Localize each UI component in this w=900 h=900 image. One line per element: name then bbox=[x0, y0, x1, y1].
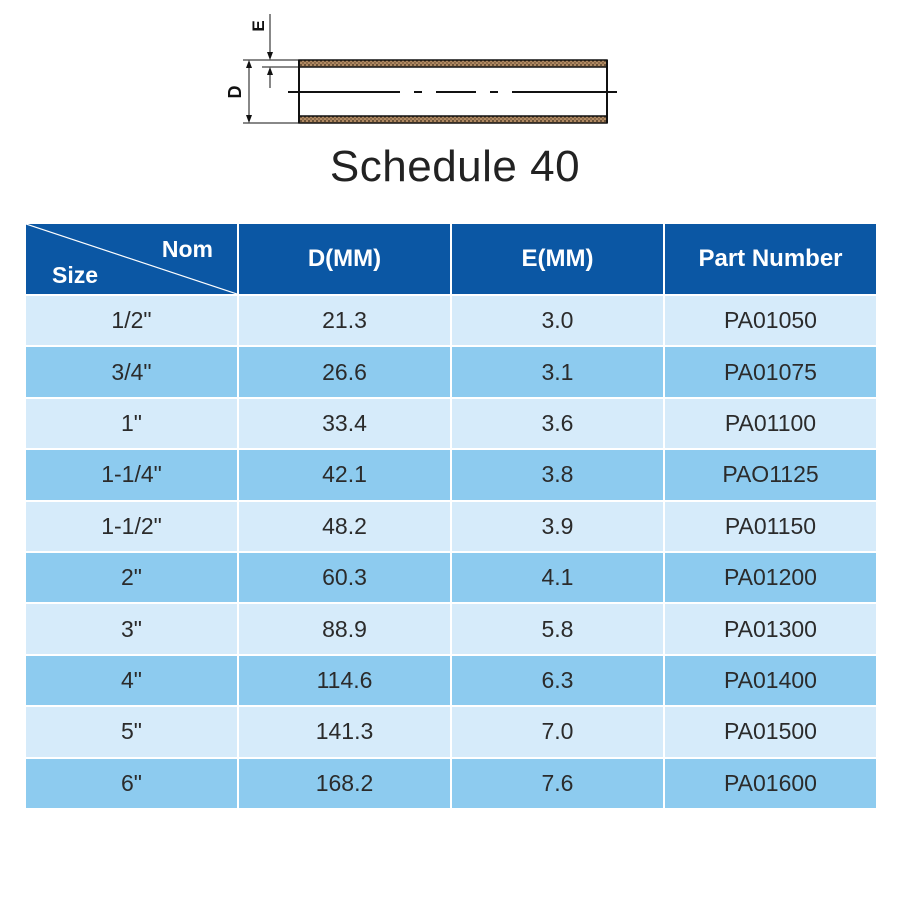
cell-size: 6" bbox=[24, 756, 239, 810]
cell-size: 5" bbox=[24, 705, 239, 759]
header-corner-cell: Nom Size bbox=[24, 222, 239, 296]
cell-part-number: PA01100 bbox=[663, 396, 878, 451]
table-row: 1-1/2" 48.2 3.9 PA01150 bbox=[24, 499, 878, 553]
cell-part-number: PA01500 bbox=[663, 705, 878, 759]
table-row: 6" 168.2 7.6 PA01600 bbox=[24, 756, 878, 810]
table-body: 1/2" 21.3 3.0 PA01050 3/4" 26.6 3.1 PA01… bbox=[24, 293, 878, 810]
table-row: 2" 60.3 4.1 PA01200 bbox=[24, 550, 878, 605]
cell-e: 3.1 bbox=[450, 345, 665, 399]
cell-size: 1/2" bbox=[24, 293, 239, 348]
cell-d: 42.1 bbox=[237, 448, 452, 502]
page-title: Schedule 40 bbox=[329, 142, 581, 191]
cell-e: 7.0 bbox=[450, 705, 665, 759]
d-arrow-down bbox=[246, 115, 252, 123]
cell-e: 4.1 bbox=[450, 550, 665, 605]
header-row: Nom Size D(MM) E(MM) Part Number bbox=[24, 222, 878, 296]
cell-part-number: PA01050 bbox=[663, 293, 878, 348]
cell-e: 3.6 bbox=[450, 396, 665, 451]
cell-part-number: PA01150 bbox=[663, 499, 878, 553]
cell-e: 7.6 bbox=[450, 756, 665, 810]
schedule-40-table: Nom Size D(MM) E(MM) Part Number 1/2" 21… bbox=[24, 222, 878, 810]
header-nom-label: Nom bbox=[161, 236, 213, 262]
cell-size: 1-1/4" bbox=[24, 448, 239, 502]
cell-d: 26.6 bbox=[237, 345, 452, 399]
cell-d: 114.6 bbox=[237, 653, 452, 708]
cell-d: 48.2 bbox=[237, 499, 452, 553]
d-label: D bbox=[225, 86, 245, 99]
cell-d: 88.9 bbox=[237, 602, 452, 656]
table-row: 3/4" 26.6 3.1 PA01075 bbox=[24, 345, 878, 399]
pipe-bottom-wall bbox=[298, 115, 608, 124]
e-arrow-up bbox=[267, 67, 273, 75]
header-part-number: Part Number bbox=[663, 222, 878, 296]
cell-size: 3" bbox=[24, 602, 239, 656]
table-row: 3" 88.9 5.8 PA01300 bbox=[24, 602, 878, 656]
d-arrow-up bbox=[246, 60, 252, 68]
pipe-cross-section-diagram: D E bbox=[0, 0, 900, 140]
cell-part-number: PA01600 bbox=[663, 756, 878, 810]
cell-d: 168.2 bbox=[237, 756, 452, 810]
table-row: 4" 114.6 6.3 PA01400 bbox=[24, 653, 878, 708]
cell-e: 3.8 bbox=[450, 448, 665, 502]
table-row: 1/2" 21.3 3.0 PA01050 bbox=[24, 293, 878, 348]
e-arrow-down bbox=[267, 52, 273, 60]
diagonal-divider bbox=[26, 224, 237, 294]
cell-e: 3.9 bbox=[450, 499, 665, 553]
table-row: 1" 33.4 3.6 PA01100 bbox=[24, 396, 878, 451]
cell-d: 33.4 bbox=[237, 396, 452, 451]
header-e-mm: E(MM) bbox=[450, 222, 665, 296]
table-row: 1-1/4" 42.1 3.8 PAO1125 bbox=[24, 448, 878, 502]
cell-e: 3.0 bbox=[450, 293, 665, 348]
cell-part-number: PAO1125 bbox=[663, 448, 878, 502]
cell-d: 60.3 bbox=[237, 550, 452, 605]
cell-d: 21.3 bbox=[237, 293, 452, 348]
table-row: 5" 141.3 7.0 PA01500 bbox=[24, 705, 878, 759]
cell-part-number: PA01400 bbox=[663, 653, 878, 708]
cell-part-number: PA01200 bbox=[663, 550, 878, 605]
e-label: E bbox=[249, 20, 268, 31]
pipe-top-wall bbox=[298, 59, 608, 68]
cell-size: 1" bbox=[24, 396, 239, 451]
cell-e: 6.3 bbox=[450, 653, 665, 708]
cell-d: 141.3 bbox=[237, 705, 452, 759]
table-header: Nom Size D(MM) E(MM) Part Number bbox=[24, 222, 878, 296]
header-size-label: Size bbox=[52, 262, 99, 288]
cell-e: 5.8 bbox=[450, 602, 665, 656]
cell-size: 2" bbox=[24, 550, 239, 605]
cell-part-number: PA01075 bbox=[663, 345, 878, 399]
pipe-diagram-svg: D E bbox=[225, 14, 617, 124]
cell-part-number: PA01300 bbox=[663, 602, 878, 656]
cell-size: 3/4" bbox=[24, 345, 239, 399]
header-d-mm: D(MM) bbox=[237, 222, 452, 296]
cell-size: 4" bbox=[24, 653, 239, 708]
cell-size: 1-1/2" bbox=[24, 499, 239, 553]
